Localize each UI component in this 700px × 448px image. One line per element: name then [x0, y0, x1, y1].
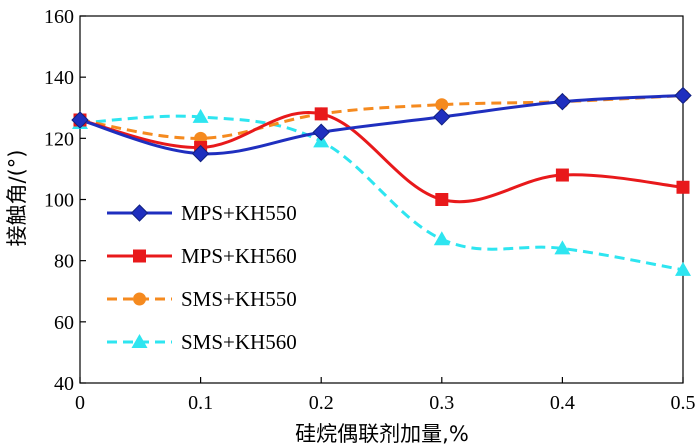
data-point [71, 111, 89, 129]
data-point [555, 168, 569, 182]
y-axis-title: 接触角/(°) [5, 150, 29, 247]
series-markers [71, 86, 692, 276]
data-point [433, 231, 450, 246]
data-point [676, 180, 690, 194]
data-point [553, 92, 572, 111]
data-point [192, 108, 209, 123]
data-point [433, 108, 451, 126]
y-tick-label: 160 [44, 6, 74, 28]
axes: 40 60 80 100 120 140 160 0 0.1 0.2 0.3 0.4 0.5 [44, 6, 696, 414]
x-tick-label: 0.2 [309, 392, 334, 414]
legend: MPS+KH550 MPS+KH560 SMS+KH550 SMS+KH560 [107, 201, 297, 354]
data-point [674, 86, 692, 105]
y-tick-label: 120 [44, 128, 74, 150]
data-point [675, 261, 691, 276]
legend-marker [131, 334, 148, 348]
legend-label: MPS+KH560 [181, 244, 297, 268]
y-tick-label: 80 [54, 251, 74, 273]
legend-label: MPS+KH550 [181, 201, 297, 225]
legend-marker [133, 292, 146, 306]
y-tick-label: 60 [54, 312, 74, 334]
plot-frame [79, 15, 684, 384]
x-tick-label: 0 [75, 392, 85, 414]
series-line [79, 111, 684, 204]
y-tick-label: 100 [44, 190, 74, 212]
data-point [314, 107, 328, 121]
series-line [79, 94, 684, 140]
data-point [554, 240, 571, 255]
data-point [191, 144, 210, 163]
x-tick-label: 0.5 [671, 392, 696, 414]
x-tick-label: 0.3 [429, 392, 454, 414]
data-point [312, 123, 330, 141]
x-tick-label: 0.4 [550, 392, 575, 414]
x-tick-label: 0.1 [188, 392, 213, 414]
series-line [79, 114, 684, 272]
legend-label: SMS+KH560 [181, 330, 297, 354]
y-tick-label: 40 [54, 373, 74, 395]
x-axis-title: 硅烷偶联剂加量,% [295, 422, 469, 446]
data-point [435, 193, 449, 206]
legend-marker [133, 249, 146, 263]
legend-marker [130, 204, 149, 222]
data-point [435, 98, 449, 112]
legend-label: SMS+KH550 [181, 287, 297, 311]
series-lines [79, 94, 684, 272]
y-tick-label: 140 [44, 67, 74, 89]
